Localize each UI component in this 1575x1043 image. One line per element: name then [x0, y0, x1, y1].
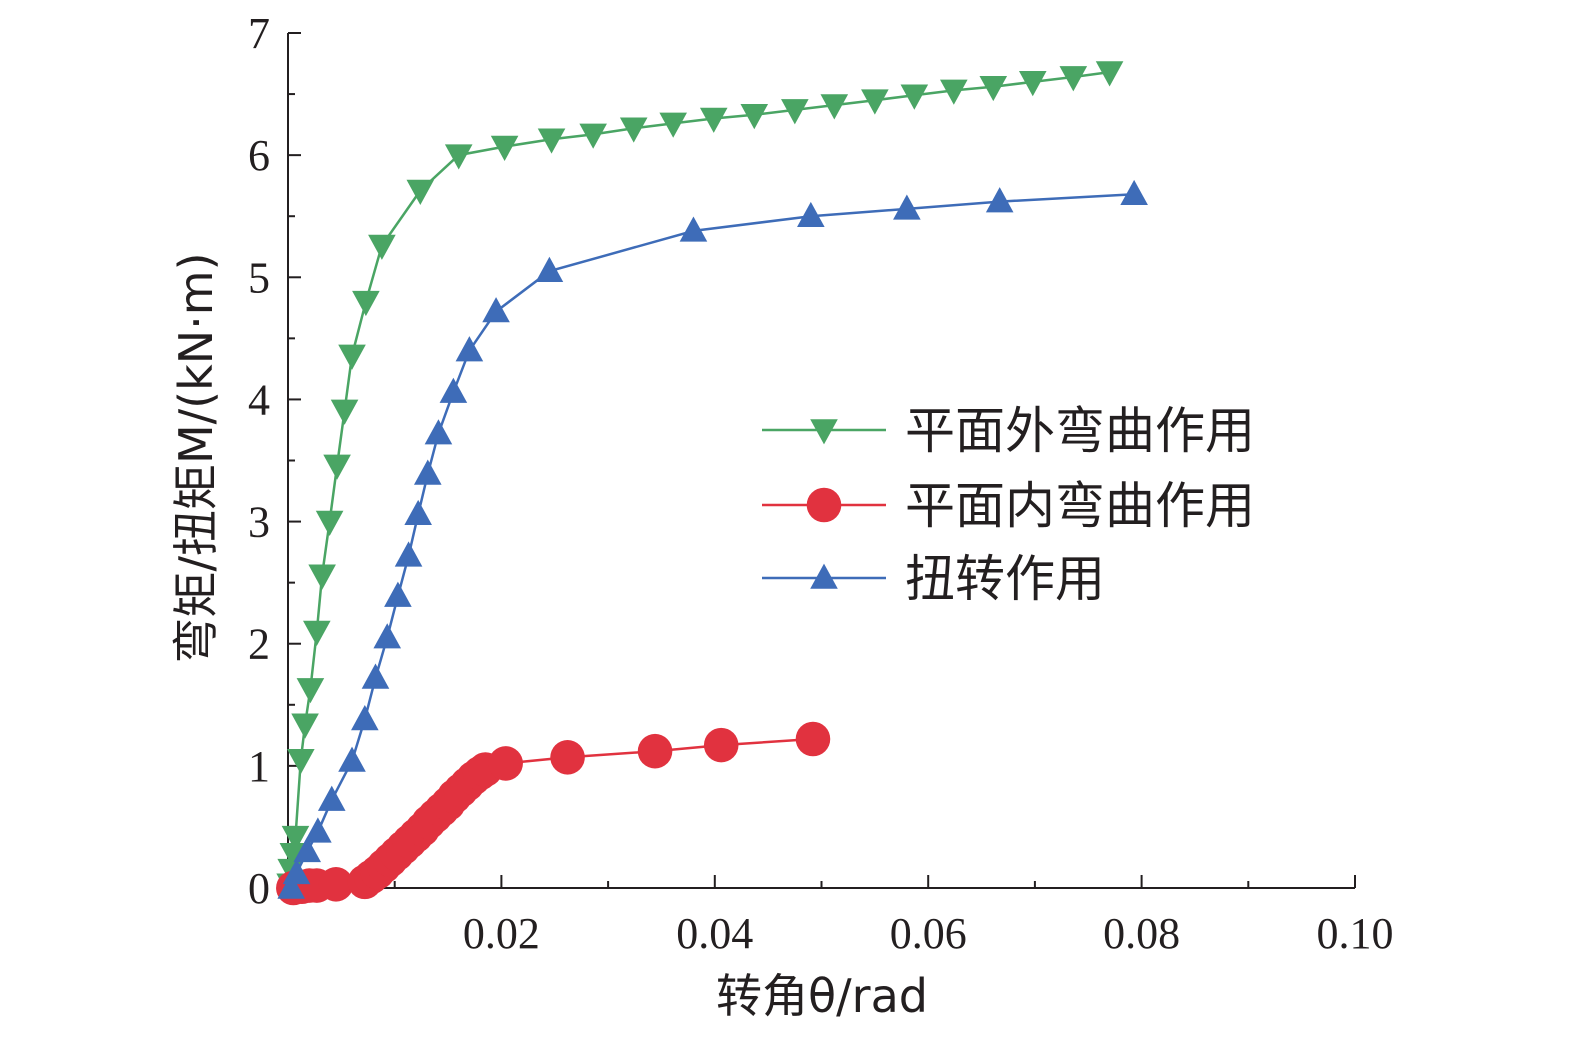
- data-point: [352, 290, 380, 317]
- data-point: [535, 256, 564, 282]
- x-tick-label: 0.02: [463, 909, 540, 958]
- data-point: [550, 740, 585, 775]
- data-point: [781, 99, 809, 125]
- series-line: [290, 192, 1135, 889]
- data-point: [404, 499, 432, 526]
- legend-marker: [806, 487, 842, 523]
- data-point: [659, 112, 687, 138]
- data-point: [361, 663, 390, 689]
- data-point: [373, 623, 402, 649]
- series-3: [277, 179, 1148, 899]
- data-point: [488, 746, 523, 781]
- y-tick-label: 5: [248, 253, 270, 302]
- data-point: [820, 94, 849, 120]
- legend-label: 平面外弯曲作用: [905, 402, 1255, 460]
- data-point: [293, 836, 322, 863]
- data-point: [679, 216, 708, 242]
- y-tick-label: 3: [248, 498, 270, 547]
- axes: [287, 33, 1355, 889]
- legend-item: 平面内弯曲作用: [762, 477, 1255, 535]
- data-point: [795, 721, 831, 757]
- data-point: [282, 858, 311, 885]
- x-tick-label: 0.04: [676, 909, 753, 958]
- x-axis-label: 转角θ/rad: [716, 969, 928, 1023]
- data-point: [979, 75, 1008, 102]
- series-2: [276, 721, 831, 906]
- data-point: [861, 89, 889, 115]
- data-point: [893, 194, 921, 220]
- data-point: [424, 419, 453, 445]
- y-tick-label: 2: [248, 620, 270, 669]
- data-point: [797, 201, 825, 228]
- data-point: [338, 344, 366, 370]
- legend-marker: [810, 419, 838, 445]
- data-point: [1059, 66, 1088, 92]
- x-tick-label: 0.10: [1317, 909, 1394, 958]
- data-point: [338, 746, 366, 772]
- data-point: [384, 581, 412, 607]
- y-tick-label: 1: [248, 742, 270, 791]
- data-point: [439, 377, 468, 403]
- data-point: [318, 867, 354, 902]
- legend-label: 平面内弯曲作用: [905, 477, 1255, 535]
- data-point: [351, 705, 379, 731]
- series-1: [276, 61, 1124, 899]
- data-point: [413, 459, 442, 485]
- y-tick-label: 4: [248, 375, 270, 424]
- data-point: [281, 825, 310, 852]
- legend-item: 扭转作用: [762, 550, 1105, 608]
- data-point: [317, 785, 346, 811]
- data-point: [637, 733, 673, 769]
- legend-item: 平面外弯曲作用: [762, 402, 1255, 460]
- data-point: [455, 336, 484, 362]
- data-point: [579, 123, 607, 149]
- data-point: [277, 873, 306, 899]
- ticks: [288, 32, 1356, 889]
- data-point: [303, 620, 331, 646]
- data-point: [703, 727, 739, 763]
- data-point: [323, 454, 351, 480]
- data-point: [537, 128, 566, 154]
- data-point: [406, 179, 435, 205]
- data-point: [444, 144, 473, 170]
- data-point: [1018, 71, 1047, 97]
- data-point: [330, 399, 359, 425]
- data-point: [296, 678, 325, 704]
- data-point: [304, 817, 332, 843]
- data-point: [287, 748, 315, 775]
- data-point: [619, 117, 648, 143]
- data-point: [699, 107, 728, 133]
- data-point: [368, 234, 396, 260]
- data-point: [279, 843, 308, 869]
- legend-marker: [810, 563, 838, 589]
- data-point: [394, 541, 423, 567]
- y-tick-label: 0: [248, 864, 270, 913]
- data-point: [315, 510, 344, 536]
- data-point: [1120, 179, 1148, 206]
- y-axis-label: 弯矩/扭矩M/(kN·m): [169, 252, 223, 663]
- data-point: [482, 297, 510, 323]
- x-tick-label: 0.08: [1103, 909, 1180, 958]
- y-tick-label: 7: [248, 9, 270, 58]
- data-point: [1095, 61, 1124, 87]
- tick-labels: 0 1 2 3 4 5 6 7 0.02 0.04 0.06 0.08 0.10: [248, 9, 1394, 958]
- data-point: [308, 564, 336, 590]
- y-tick-label: 6: [248, 131, 270, 180]
- legend-label: 扭转作用: [905, 550, 1105, 608]
- data-point: [740, 104, 769, 130]
- x-tick-label: 0.06: [890, 909, 967, 958]
- data-point: [940, 79, 968, 105]
- data-point: [900, 84, 929, 110]
- data-point: [490, 135, 519, 161]
- data-point: [291, 713, 319, 739]
- data-point: [985, 187, 1014, 213]
- plot-area: [276, 61, 1148, 906]
